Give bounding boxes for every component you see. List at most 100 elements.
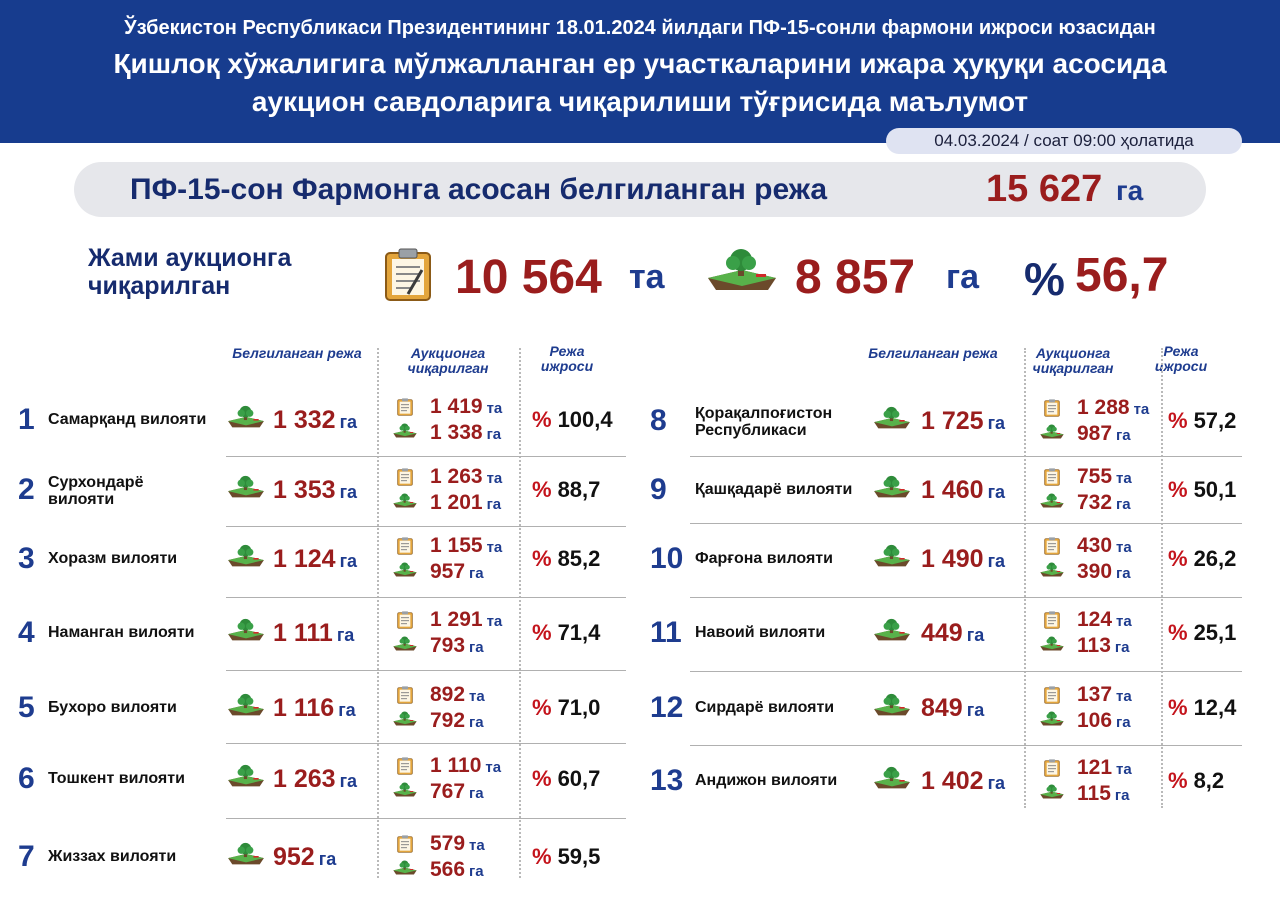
region-exec: % 100,4 <box>532 407 613 433</box>
region-lots: 579 та <box>430 832 485 855</box>
land-plot-icon <box>226 405 266 438</box>
row-separator <box>226 456 626 457</box>
plan-label: ПФ-15-сон Фармонга асосан белгиланган ре… <box>130 173 828 206</box>
region-area: 732 га <box>1077 491 1131 514</box>
region-area: 1 338 га <box>430 421 502 444</box>
land-plot-icon <box>872 618 912 651</box>
unit-ga: га <box>987 551 1006 571</box>
region-exec: % 25,1 <box>1168 620 1236 646</box>
plan-bar: ПФ-15-сон Фармонга асосан белгиланган ре… <box>74 162 1206 217</box>
col-auction-right: Аукционга чиқарилган <box>1032 345 1114 376</box>
land-plot-icon <box>226 693 266 726</box>
region-lots: 1 110 та <box>430 754 502 777</box>
land-plot-icon <box>226 764 266 797</box>
unit-ga: га <box>469 565 484 582</box>
region-area: 987 га <box>1077 422 1131 445</box>
region-name: Сурхондарё вилояти <box>48 474 144 508</box>
unit-ga: га <box>469 863 484 880</box>
unit-ga: га <box>339 412 358 432</box>
region-exec: % 85,2 <box>532 546 600 572</box>
region-exec: % 26,2 <box>1168 546 1236 572</box>
land-plot-icon <box>392 423 418 446</box>
region-lots: 124 та <box>1077 608 1132 631</box>
row-separator <box>226 743 626 744</box>
region-lots: 1 263 та <box>430 465 503 488</box>
date-badge: 04.03.2024 / соат 09:00 ҳолатида <box>886 128 1242 154</box>
region-number: 1 <box>18 403 35 436</box>
unit-ga: га <box>486 496 502 513</box>
region-number: 13 <box>650 764 684 797</box>
land-plot-icon <box>1039 493 1065 516</box>
row-separator <box>226 818 626 819</box>
land-plot-icon <box>392 493 418 516</box>
percent-value: 60,7 <box>557 766 601 791</box>
clipboard-icon <box>1043 468 1061 491</box>
percent-sign: % <box>1168 477 1188 502</box>
region-name: Тошкент вилояти <box>48 770 185 787</box>
region-number: 5 <box>18 691 35 724</box>
col-auction-left: Аукционга чиқарилган <box>407 345 489 376</box>
unit-ga: га <box>469 714 484 731</box>
unit-ga: га <box>339 771 358 791</box>
clipboard-icon <box>396 537 414 560</box>
land-plot-icon <box>1039 711 1065 734</box>
unit-ta: та <box>1116 470 1132 487</box>
region-lots: 137 та <box>1077 683 1132 706</box>
header-title-line2: аукцион савдоларига чиқарилиши тўғрисида… <box>251 86 1029 117</box>
region-plan: 952 га <box>273 843 337 871</box>
divider <box>1161 348 1163 808</box>
region-exec: % 8,2 <box>1168 768 1224 794</box>
row-separator <box>690 597 1242 598</box>
percent-sign: % <box>532 620 552 645</box>
clipboard-icon <box>396 468 414 491</box>
region-lots: 1 291 та <box>430 608 503 631</box>
region-area: 106 га <box>1077 709 1131 732</box>
region-plan: 449 га <box>921 619 985 647</box>
unit-ga: га <box>469 785 484 802</box>
region-name: Наманган вилояти <box>48 624 195 641</box>
divider <box>1024 348 1026 808</box>
region-number: 9 <box>650 473 667 506</box>
percent-sign: % <box>532 766 552 791</box>
region-exec: % 71,0 <box>532 695 600 721</box>
land-plot-icon <box>872 766 912 799</box>
plan-unit: га <box>1116 175 1144 206</box>
percent-sign: % <box>1168 546 1188 571</box>
unit-ga: га <box>486 426 502 443</box>
totals-percent: 56,7 <box>1075 249 1169 302</box>
percent-value: 25,1 <box>1193 620 1237 645</box>
region-lots: 755 та <box>1077 465 1132 488</box>
header-banner: Ўзбекистон Республикаси Президентининг 1… <box>0 0 1280 143</box>
land-plot-icon <box>872 406 912 439</box>
percent-sign: % <box>1168 408 1188 433</box>
region-number: 3 <box>18 542 35 575</box>
unit-ga: га <box>1116 496 1131 513</box>
region-number: 2 <box>18 473 35 506</box>
percent-value: 26,2 <box>1193 546 1237 571</box>
percent-value: 12,4 <box>1193 695 1237 720</box>
unit-ga: га <box>966 700 985 720</box>
region-number: 8 <box>650 404 667 437</box>
region-exec: % 59,5 <box>532 844 600 870</box>
percent-value: 71,4 <box>557 620 601 645</box>
divider <box>377 348 379 878</box>
region-name: Сирдарё вилояти <box>695 699 835 716</box>
header-subtitle: Ўзбекистон Республикаси Президентининг 1… <box>124 17 1156 39</box>
land-plot-icon <box>1039 562 1065 585</box>
col-exec-left: Режа ижроси <box>540 343 594 374</box>
percent-sign: % <box>532 407 552 432</box>
land-plot-icon <box>392 711 418 734</box>
region-name: Бухоро вилояти <box>48 699 177 716</box>
row-separator <box>690 523 1242 524</box>
unit-ga: га <box>339 551 358 571</box>
clipboard-icon <box>1043 686 1061 709</box>
percent-value: 8,2 <box>1193 768 1225 793</box>
col-plan-right: Белгиланган режа <box>868 345 998 361</box>
percent-value: 50,1 <box>1193 477 1237 502</box>
region-area: 957 га <box>430 560 484 583</box>
unit-ta: та <box>1116 613 1132 630</box>
unit-ta: та <box>485 759 502 776</box>
region-exec: % 50,1 <box>1168 477 1236 503</box>
region-plan: 1 353 га <box>273 476 358 504</box>
row-separator <box>226 670 626 671</box>
